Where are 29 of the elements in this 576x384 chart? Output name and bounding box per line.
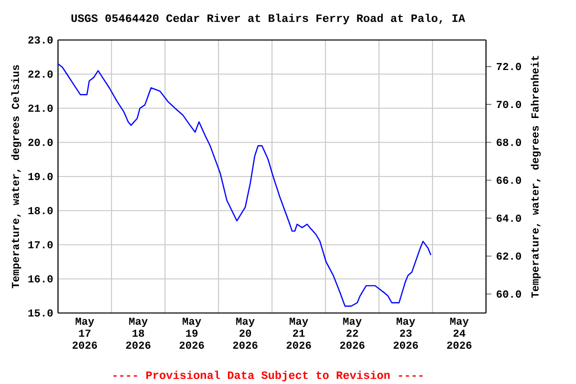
chart-title: USGS 05464420 Cedar River at Blairs Ferry Road at Palo, IA [71,14,466,24]
y2-axis-title: Temperature, water, degrees Fahrenheit [530,56,541,298]
x-tick-label: May 23 2026 [394,318,418,349]
y-tick-label: 20.0 [28,138,53,146]
x-tick-label: May 17 2026 [72,318,97,349]
x-tick-label: May 20 2026 [233,318,258,349]
y2-tick-label: 66.0 [496,176,522,184]
y2-tick-label: 70.0 [496,100,522,108]
x-tick-label: May 22 2026 [340,318,364,349]
y-axis-title: Temperature, water, degrees Celsius [11,65,22,288]
x-tick-label: May 19 2026 [180,318,204,349]
y-tick-label: 19.0 [28,172,53,180]
y-tick-label: 18.0 [28,206,53,214]
y2-tick-label: 72.0 [496,62,522,70]
x-tick-label: May 18 2026 [126,318,150,349]
y2-tick-label: 64.0 [496,214,522,222]
y2-tick-label: 68.0 [496,138,522,146]
y-tick-label: 16.0 [28,275,53,282]
text: ---- Provisional Data Subject to Revision ---- [113,370,423,382]
x-tick-label: May 21 2026 [286,318,311,349]
y-tick-label: 23.0 [28,36,53,44]
y-tick-label: 22.0 [28,70,53,78]
x-tick-label: May 24 2026 [447,318,472,349]
y2-tick-label: 62.0 [496,252,522,260]
y-tick-label: 15.0 [28,309,53,317]
line-series [58,63,432,307]
y-tick-label: 17.0 [28,241,53,248]
y2-tick-label: 60.0 [496,290,522,298]
y-tick-label: 21.0 [28,104,53,112]
